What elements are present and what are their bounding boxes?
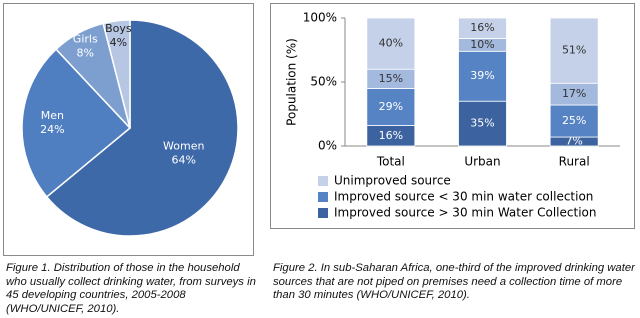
y-axis-title: Population (%) — [285, 38, 299, 126]
value-label: 29% — [379, 100, 403, 113]
slice-value: 24% — [40, 123, 64, 136]
slice-value: 64% — [172, 153, 196, 166]
value-label: 16% — [379, 129, 403, 142]
bar-segment — [458, 17, 507, 39]
x-tick-label: Total — [376, 155, 405, 169]
y-tick-label: 50% — [310, 75, 337, 89]
y-tick-label: 100% — [303, 11, 337, 25]
legend-swatch — [318, 176, 328, 186]
bar-segment — [549, 104, 599, 138]
pie-slice — [102, 19, 131, 129]
slice-label: Boys — [105, 22, 132, 35]
bar-segment — [549, 17, 599, 84]
value-label: 16% — [470, 21, 494, 34]
legend-swatch — [318, 208, 328, 218]
slice-value: 4% — [110, 36, 127, 49]
legend-swatch — [318, 192, 328, 202]
slice-label: Women — [163, 139, 204, 152]
x-tick-label: Urban — [464, 155, 500, 169]
pie-slice — [45, 19, 239, 237]
y-tick-label: 0% — [318, 139, 337, 153]
figure-2-caption: Figure 2. In sub-Saharan Africa, one-thi… — [273, 262, 635, 301]
value-label: 10% — [470, 38, 494, 51]
value-label: 51% — [562, 44, 586, 57]
legend-label: Unimproved source — [334, 174, 451, 188]
value-label: 25% — [562, 114, 586, 127]
slice-label: Men — [41, 109, 64, 122]
bar-segment — [366, 88, 416, 126]
value-label: 39% — [470, 69, 494, 82]
slice-label: Girls — [73, 33, 98, 46]
value-label: 40% — [379, 37, 403, 50]
bar-segment — [458, 100, 507, 147]
x-tick-label: Rural — [559, 155, 590, 169]
value-label: 17% — [562, 87, 586, 100]
slice-value: 8% — [77, 47, 94, 60]
legend-label: Improved source < 30 min water collectio… — [334, 190, 593, 204]
pie-slice — [21, 48, 132, 198]
value-label: 35% — [470, 117, 494, 130]
value-label: 7% — [565, 135, 582, 148]
bar-segment — [366, 17, 416, 70]
value-label: 15% — [379, 72, 403, 85]
figure-1-caption: Figure 1. Distribution of those in the h… — [6, 262, 256, 315]
legend-label: Improved source > 30 min Water Collectio… — [334, 206, 596, 220]
